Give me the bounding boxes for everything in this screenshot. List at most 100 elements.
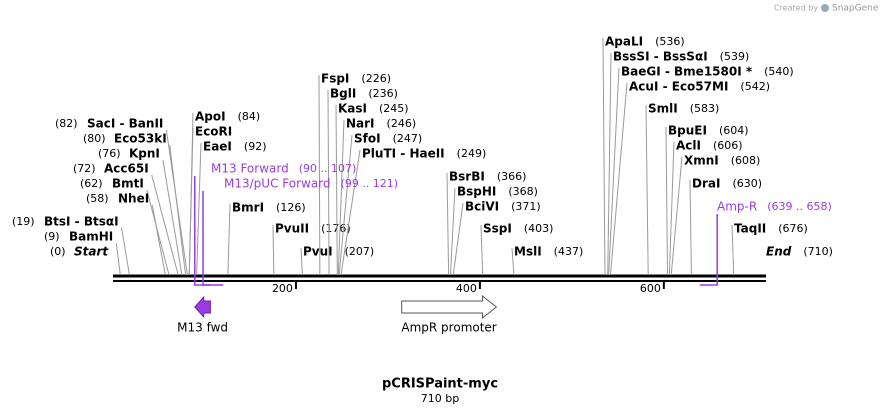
primer-bracket	[699, 214, 718, 286]
tick-label: 400	[456, 282, 477, 295]
feature-arrow	[401, 294, 498, 320]
cut-line	[645, 104, 649, 276]
site-name: BssSI - BssSαI	[613, 50, 708, 64]
site-name: End	[766, 245, 792, 259]
site-name: BpuEI	[668, 124, 707, 138]
site-name: SspI	[483, 222, 512, 236]
cut-line	[511, 247, 515, 276]
site-position: (126)	[276, 201, 306, 214]
cut-line	[731, 224, 735, 276]
site-name: BciVI	[465, 200, 499, 214]
site-name: BaeGI - Bme1580I *	[621, 65, 753, 79]
site-name: BglI	[330, 87, 356, 101]
cut-line	[300, 247, 303, 276]
cut-line	[452, 202, 464, 276]
cut-line	[188, 127, 194, 276]
primer-label: M13/pUC Forward	[224, 177, 331, 191]
site-position: (9)	[44, 230, 60, 243]
site-name: PluTI - HaeII	[362, 147, 445, 161]
cut-line	[689, 179, 692, 276]
site-name: EcoRI	[195, 125, 232, 139]
site-name: MslI	[514, 245, 542, 259]
site-position: (226)	[361, 72, 391, 85]
site-name: BamHI	[69, 230, 113, 244]
site-name: Eco53kI	[114, 132, 167, 146]
primer-range: (99 .. 121)	[341, 177, 399, 190]
site-position: (583)	[690, 102, 720, 115]
site-position: (76)	[98, 147, 121, 160]
cut-line	[337, 119, 345, 276]
cut-line	[602, 37, 606, 276]
cut-line	[607, 52, 612, 276]
site-position: (676)	[778, 222, 808, 235]
cut-line	[151, 174, 179, 276]
cut-line	[668, 141, 675, 276]
site-name: Acc65I	[104, 162, 149, 176]
primer-label: M13 Forward	[211, 162, 289, 176]
site-position: (368)	[508, 185, 538, 198]
cut-line	[196, 142, 202, 276]
site-position: (536)	[655, 35, 685, 48]
site-name: KpnI	[129, 147, 160, 161]
map-name: pCRISPaint-myc	[382, 377, 498, 392]
site-position: (92)	[244, 140, 267, 153]
map-length: 710 bp	[421, 392, 459, 405]
cut-line	[609, 82, 628, 276]
site-position: (542)	[740, 80, 770, 93]
site-position: (82)	[55, 117, 78, 130]
cut-line	[449, 187, 456, 276]
cut-line	[151, 204, 166, 276]
site-name: BsrBI	[449, 170, 485, 184]
site-name: ApaLI	[605, 35, 643, 49]
cut-line	[227, 203, 231, 276]
site-position: (62)	[80, 177, 103, 190]
site-position: (710)	[803, 245, 833, 258]
cut-line	[121, 227, 130, 276]
site-name: KasI	[338, 102, 367, 116]
tick-label: 200	[272, 282, 293, 295]
cut-line	[146, 189, 170, 276]
cut-line	[318, 74, 321, 276]
site-name: SfoI	[354, 132, 381, 146]
site-position: (207)	[345, 245, 375, 258]
logo	[821, 4, 829, 12]
site-name: Start	[74, 245, 109, 259]
primer-range: (90 .. 107)	[299, 162, 357, 175]
site-name: ApoI	[195, 110, 226, 124]
site-name: DraI	[692, 177, 720, 191]
site-position: (176)	[321, 222, 351, 235]
cut-line	[338, 134, 353, 276]
site-position: (245)	[379, 102, 409, 115]
site-name: BtsI - BtsαI	[44, 215, 119, 229]
site-position: (236)	[368, 87, 398, 100]
site-name: NheI	[118, 192, 149, 206]
cut-line	[670, 156, 683, 276]
site-name: PvuII	[275, 222, 309, 236]
cut-line	[340, 149, 361, 276]
tick-label: 600	[640, 282, 661, 295]
site-position: (84)	[238, 110, 261, 123]
site-name: BmrI	[232, 201, 264, 215]
site-name: NarI	[346, 117, 375, 131]
site-position: (437)	[554, 245, 584, 258]
site-name: SacI - BanII	[87, 117, 163, 131]
site-name: TaqII	[734, 222, 766, 236]
site-name: AcuI - Eco57MI	[629, 80, 728, 94]
site-position: (371)	[511, 200, 541, 213]
site-position: (72)	[73, 162, 96, 175]
feature-label: M13 fwd	[177, 321, 228, 335]
cut-line	[446, 172, 450, 276]
site-name: XmnI	[684, 154, 719, 168]
feature-arrow	[194, 295, 211, 319]
cut-line	[162, 159, 183, 276]
site-position: (540)	[764, 65, 794, 78]
primer-bracket	[202, 191, 224, 286]
site-position: (606)	[713, 139, 743, 152]
site-position: (249)	[457, 147, 487, 160]
site-name: EaeI	[203, 140, 232, 154]
cut-line	[335, 104, 338, 276]
primer-range: (639 .. 658)	[767, 200, 832, 213]
site-name: SmlI	[648, 102, 678, 116]
site-name: BspHI	[457, 185, 496, 199]
